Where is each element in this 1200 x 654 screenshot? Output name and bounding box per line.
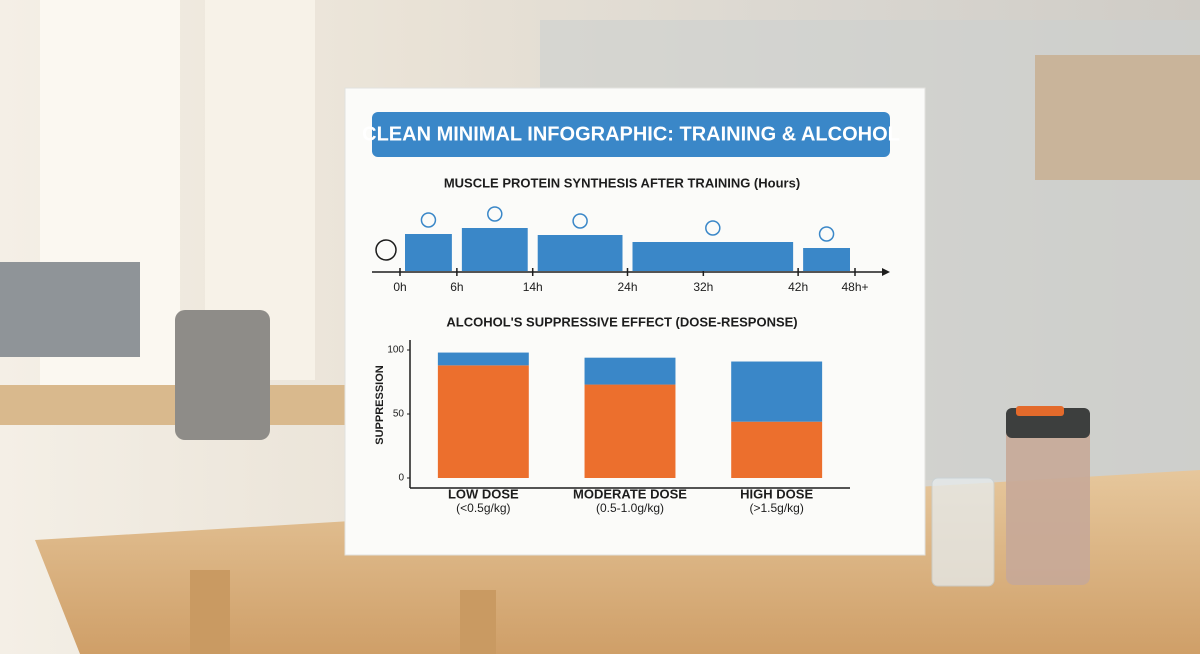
x-tick-label: 32h	[693, 280, 713, 294]
water-glass	[931, 477, 995, 587]
bar-segment	[584, 357, 676, 385]
bar-icon	[487, 206, 503, 222]
bar	[405, 234, 452, 271]
bar-icon	[818, 226, 835, 242]
wall-panel	[1035, 55, 1200, 180]
bar-segment	[584, 384, 676, 478]
arm-icon	[375, 239, 397, 261]
y-tick-label: 0	[398, 473, 404, 484]
monitor	[0, 262, 140, 357]
x-tick-label: 24h	[617, 280, 637, 294]
bar-icon	[420, 212, 437, 228]
bar-icon	[705, 220, 721, 236]
bar-segment	[437, 352, 529, 366]
x-tick-label: 6h	[450, 280, 463, 294]
back-desk	[0, 385, 345, 425]
x-tick-label: LOW DOSE	[448, 486, 519, 501]
title-banner	[372, 112, 890, 157]
x-tick-label: 48h+	[841, 280, 868, 294]
chart-title: MUSCLE PROTEIN SYNTHESIS AFTER TRAINING …	[444, 175, 800, 190]
table-leg	[190, 570, 230, 654]
y-tick-label: 50	[393, 409, 405, 420]
chair	[175, 310, 270, 440]
bar-segment	[731, 361, 823, 422]
bar	[803, 248, 850, 271]
y-tick-label: 100	[387, 345, 404, 356]
bar-icon	[572, 213, 588, 229]
x-tick-label: MODERATE DOSE	[573, 486, 687, 501]
x-tick-sublabel: (>1.5g/kg)	[749, 501, 803, 515]
shaker	[1006, 425, 1090, 585]
table-leg	[460, 590, 496, 654]
y-axis-label: SUPPRESSION	[374, 365, 386, 445]
x-tick-sublabel: (0.5-1.0g/kg)	[596, 501, 664, 515]
chart-title: ALCOHOL'S SUPPRESSIVE EFFECT (DOSE-RESPO…	[446, 314, 797, 329]
board-title: CLEAN MINIMAL INFOGRAPHIC: TRAINING & AL…	[362, 123, 900, 145]
bar	[632, 242, 794, 271]
x-tick-label: 0h	[393, 280, 406, 294]
shaker-cap	[1016, 406, 1064, 416]
x-tick-label: 42h	[788, 280, 808, 294]
axis-arrow	[882, 268, 890, 276]
x-tick-label: HIGH DOSE	[740, 486, 813, 501]
bar-segment	[437, 365, 529, 478]
bar	[537, 235, 623, 271]
x-tick-label: 14h	[523, 280, 543, 294]
bar-segment	[731, 421, 823, 478]
bar	[461, 228, 528, 271]
x-tick-sublabel: (<0.5g/kg)	[456, 501, 510, 515]
